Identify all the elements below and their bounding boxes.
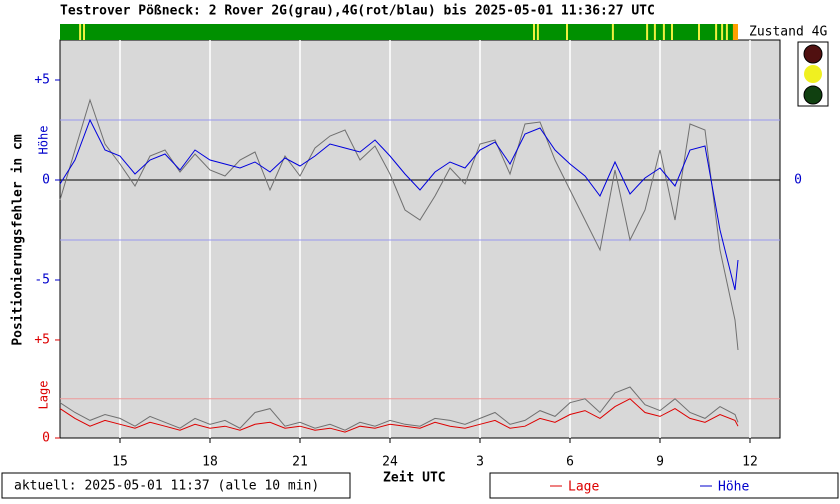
y-tick-label: +5 (34, 73, 50, 88)
x-tick-label: 6 (566, 455, 574, 470)
y-tick-label: -5 (34, 273, 50, 288)
status-stripe (715, 24, 718, 40)
panel-label: Lage (37, 381, 51, 410)
status-stripe (732, 24, 738, 40)
status-label: Zustand 4G (749, 25, 827, 40)
footer-box (1, 472, 351, 499)
status-stripe (533, 24, 535, 40)
status-stripe (721, 24, 724, 40)
x-tick-label: 21 (292, 455, 308, 470)
legend (489, 472, 839, 499)
status-stripe (662, 24, 665, 40)
status-stripe (698, 24, 700, 40)
panel-label: Höhe (37, 126, 51, 155)
line (59, 386, 739, 431)
status-stripe (653, 24, 656, 40)
status-stripe (536, 24, 539, 40)
x-tick-label: 24 (382, 455, 398, 470)
status-stripe (725, 24, 728, 40)
y-tick-label: 0 (42, 173, 50, 188)
status-stripe (671, 24, 673, 40)
x-axis-label: Zeit UTC (383, 471, 446, 486)
status-stripe (646, 24, 649, 40)
x-tick-label: 18 (202, 455, 218, 470)
traffic-light (797, 41, 829, 107)
y-tick-label: +5 (34, 332, 50, 347)
y-tick-label-right: 0 (794, 173, 802, 188)
legend-label: Höhe (718, 480, 749, 495)
x-tick-label: 12 (742, 455, 758, 470)
x-tick-label: 9 (656, 455, 664, 470)
footer: aktuell: 2025-05-01 11:37 (alle 10 min) (14, 479, 319, 494)
status-stripe (566, 24, 568, 40)
chart-title: Testrover Pößneck: 2 Rover 2G(grau),4G(r… (60, 4, 655, 19)
status-stripe (79, 24, 82, 40)
y-tick-label: 0 (42, 431, 50, 446)
status-stripe (611, 24, 614, 40)
y-axis-label: Positionierungsfehler in cm (11, 134, 26, 345)
line (59, 118, 739, 291)
status-bar (60, 24, 738, 40)
x-tick-label: 15 (112, 455, 128, 470)
line (59, 398, 739, 433)
legend-label: Lage (568, 480, 599, 495)
x-tick-label: 3 (476, 455, 484, 470)
plot-area (59, 39, 781, 439)
status-stripe (83, 24, 85, 40)
